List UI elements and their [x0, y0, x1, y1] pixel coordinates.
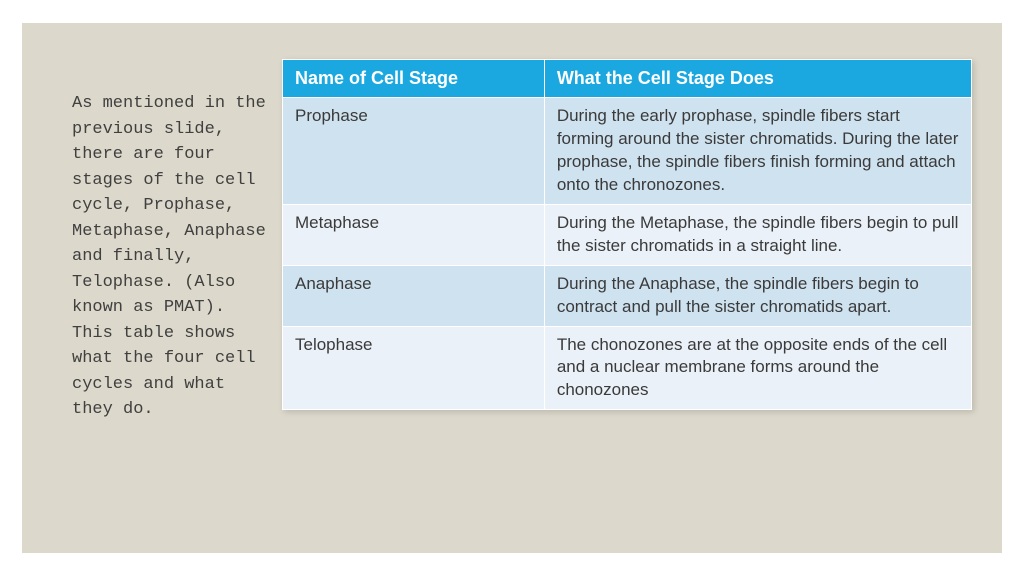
table-header-row: Name of Cell Stage What the Cell Stage D…: [283, 60, 972, 98]
cell-stage-desc: During the early prophase, spindle fiber…: [544, 98, 971, 205]
cell-stage-desc: The chonozones are at the opposite ends …: [544, 326, 971, 410]
intro-paragraph: As mentioned in the previous slide, ther…: [72, 53, 282, 523]
table-row: Telophase The chonozones are at the oppo…: [283, 326, 972, 410]
cell-stage-name: Metaphase: [283, 204, 545, 265]
table-row: Anaphase During the Anaphase, the spindl…: [283, 265, 972, 326]
cell-stage-desc: During the Anaphase, the spindle fibers …: [544, 265, 971, 326]
cell-stage-name: Telophase: [283, 326, 545, 410]
cell-stage-name: Anaphase: [283, 265, 545, 326]
cell-stage-name: Prophase: [283, 98, 545, 205]
table-header-desc: What the Cell Stage Does: [544, 60, 971, 98]
slide-container: As mentioned in the previous slide, ther…: [22, 23, 1002, 553]
cell-stage-desc: During the Metaphase, the spindle fibers…: [544, 204, 971, 265]
table-row: Metaphase During the Metaphase, the spin…: [283, 204, 972, 265]
cell-stage-table: Name of Cell Stage What the Cell Stage D…: [282, 59, 972, 410]
table-header-name: Name of Cell Stage: [283, 60, 545, 98]
table-container: Name of Cell Stage What the Cell Stage D…: [282, 53, 972, 523]
table-row: Prophase During the early prophase, spin…: [283, 98, 972, 205]
